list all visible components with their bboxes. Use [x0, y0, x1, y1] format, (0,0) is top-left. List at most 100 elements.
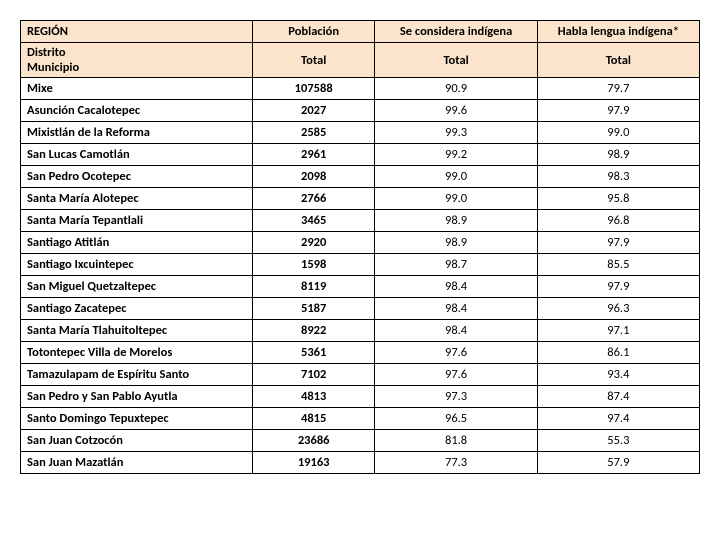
cell-lengua: 97.1 [537, 320, 699, 342]
cell-name: Asunción Cacalotepec [21, 100, 253, 122]
cell-indigena: 99.0 [375, 166, 537, 188]
cell-lengua: 95.8 [537, 188, 699, 210]
cell-lengua: 55.3 [537, 430, 699, 452]
cell-indigena: 81.8 [375, 430, 537, 452]
header-distrito-municipio: Distrito Municipio [21, 43, 253, 78]
table-row: Asunción Cacalotepec202799.697.9 [21, 100, 700, 122]
table-row: Santa María Tepantlali346598.996.8 [21, 210, 700, 232]
cell-indigena: 98.4 [375, 276, 537, 298]
cell-name: Santiago Zacatepec [21, 298, 253, 320]
cell-name: Tamazulapam de Espíritu Santo [21, 364, 253, 386]
cell-lengua: 97.4 [537, 408, 699, 430]
cell-lengua: 97.9 [537, 232, 699, 254]
cell-indigena: 96.5 [375, 408, 537, 430]
cell-name: Mixistlán de la Reforma [21, 122, 253, 144]
header-total-3: Total [537, 43, 699, 78]
table-row: Totontepec Villa de Morelos536197.686.1 [21, 342, 700, 364]
cell-poblacion: 2585 [252, 122, 375, 144]
table-row: San Juan Cotzocón2368681.855.3 [21, 430, 700, 452]
cell-lengua: 57.9 [537, 452, 699, 474]
table-row: Mixistlán de la Reforma258599.399.0 [21, 122, 700, 144]
cell-poblacion: 23686 [252, 430, 375, 452]
cell-name: Santiago Ixcuintepec [21, 254, 253, 276]
cell-poblacion: 7102 [252, 364, 375, 386]
population-table: REGIÓN Población Se considera indígena H… [20, 20, 700, 474]
header-lengua: Habla lengua indígena* [537, 21, 699, 43]
table-row: Santa María Tlahuitoltepec892298.497.1 [21, 320, 700, 342]
cell-indigena: 97.3 [375, 386, 537, 408]
table-row: Tamazulapam de Espíritu Santo710297.693.… [21, 364, 700, 386]
cell-lengua: 86.1 [537, 342, 699, 364]
cell-lengua: 79.7 [537, 78, 699, 100]
table-row: San Pedro y San Pablo Ayutla481397.387.4 [21, 386, 700, 408]
cell-name: Mixe [21, 78, 253, 100]
table-row: San Pedro Ocotepec209899.098.3 [21, 166, 700, 188]
table-row: Santiago Atitlán292098.997.9 [21, 232, 700, 254]
cell-lengua: 97.9 [537, 100, 699, 122]
cell-poblacion: 4813 [252, 386, 375, 408]
cell-name: San Pedro y San Pablo Ayutla [21, 386, 253, 408]
cell-indigena: 99.0 [375, 188, 537, 210]
cell-indigena: 90.9 [375, 78, 537, 100]
cell-indigena: 77.3 [375, 452, 537, 474]
cell-name: San Miguel Quetzaltepec [21, 276, 253, 298]
header-row-1: REGIÓN Población Se considera indígena H… [21, 21, 700, 43]
cell-lengua: 87.4 [537, 386, 699, 408]
cell-indigena: 97.6 [375, 364, 537, 386]
table-row: San Lucas Camotlán296199.298.9 [21, 144, 700, 166]
table-row: Santo Domingo Tepuxtepec481596.597.4 [21, 408, 700, 430]
table-row: San Juan Mazatlán1916377.357.9 [21, 452, 700, 474]
cell-indigena: 98.9 [375, 232, 537, 254]
table-header: REGIÓN Población Se considera indígena H… [21, 21, 700, 78]
cell-poblacion: 5361 [252, 342, 375, 364]
header-distrito: Distrito [27, 45, 246, 60]
cell-lengua: 96.3 [537, 298, 699, 320]
table-body: Mixe10758890.979.7Asunción Cacalotepec20… [21, 78, 700, 474]
cell-name: San Juan Cotzocón [21, 430, 253, 452]
cell-indigena: 98.4 [375, 320, 537, 342]
cell-indigena: 99.3 [375, 122, 537, 144]
cell-lengua: 85.5 [537, 254, 699, 276]
cell-poblacion: 5187 [252, 298, 375, 320]
cell-poblacion: 2027 [252, 100, 375, 122]
data-table-container: REGIÓN Población Se considera indígena H… [20, 20, 700, 474]
cell-poblacion: 107588 [252, 78, 375, 100]
table-row: Santiago Ixcuintepec159898.785.5 [21, 254, 700, 276]
cell-lengua: 93.4 [537, 364, 699, 386]
cell-poblacion: 8119 [252, 276, 375, 298]
header-row-2: Distrito Municipio Total Total Total [21, 43, 700, 78]
cell-name: Santa María Tepantlali [21, 210, 253, 232]
cell-name: Santa María Tlahuitoltepec [21, 320, 253, 342]
cell-name: Santa María Alotepec [21, 188, 253, 210]
header-poblacion: Población [252, 21, 375, 43]
cell-lengua: 96.8 [537, 210, 699, 232]
cell-lengua: 99.0 [537, 122, 699, 144]
header-region: REGIÓN [21, 21, 253, 43]
cell-name: San Pedro Ocotepec [21, 166, 253, 188]
cell-poblacion: 1598 [252, 254, 375, 276]
cell-indigena: 98.9 [375, 210, 537, 232]
cell-poblacion: 2098 [252, 166, 375, 188]
cell-poblacion: 2920 [252, 232, 375, 254]
cell-lengua: 98.9 [537, 144, 699, 166]
cell-poblacion: 3465 [252, 210, 375, 232]
cell-indigena: 99.2 [375, 144, 537, 166]
cell-name: Santo Domingo Tepuxtepec [21, 408, 253, 430]
header-total-2: Total [375, 43, 537, 78]
header-municipio: Municipio [27, 60, 246, 75]
cell-indigena: 99.6 [375, 100, 537, 122]
cell-name: Santiago Atitlán [21, 232, 253, 254]
cell-poblacion: 2961 [252, 144, 375, 166]
cell-poblacion: 2766 [252, 188, 375, 210]
cell-name: Totontepec Villa de Morelos [21, 342, 253, 364]
table-row: San Miguel Quetzaltepec811998.497.9 [21, 276, 700, 298]
header-indigena: Se considera indígena [375, 21, 537, 43]
cell-name: San Lucas Camotlán [21, 144, 253, 166]
cell-indigena: 98.7 [375, 254, 537, 276]
cell-poblacion: 19163 [252, 452, 375, 474]
cell-poblacion: 4815 [252, 408, 375, 430]
cell-poblacion: 8922 [252, 320, 375, 342]
header-total-1: Total [252, 43, 375, 78]
table-row: Santiago Zacatepec518798.496.3 [21, 298, 700, 320]
cell-lengua: 98.3 [537, 166, 699, 188]
